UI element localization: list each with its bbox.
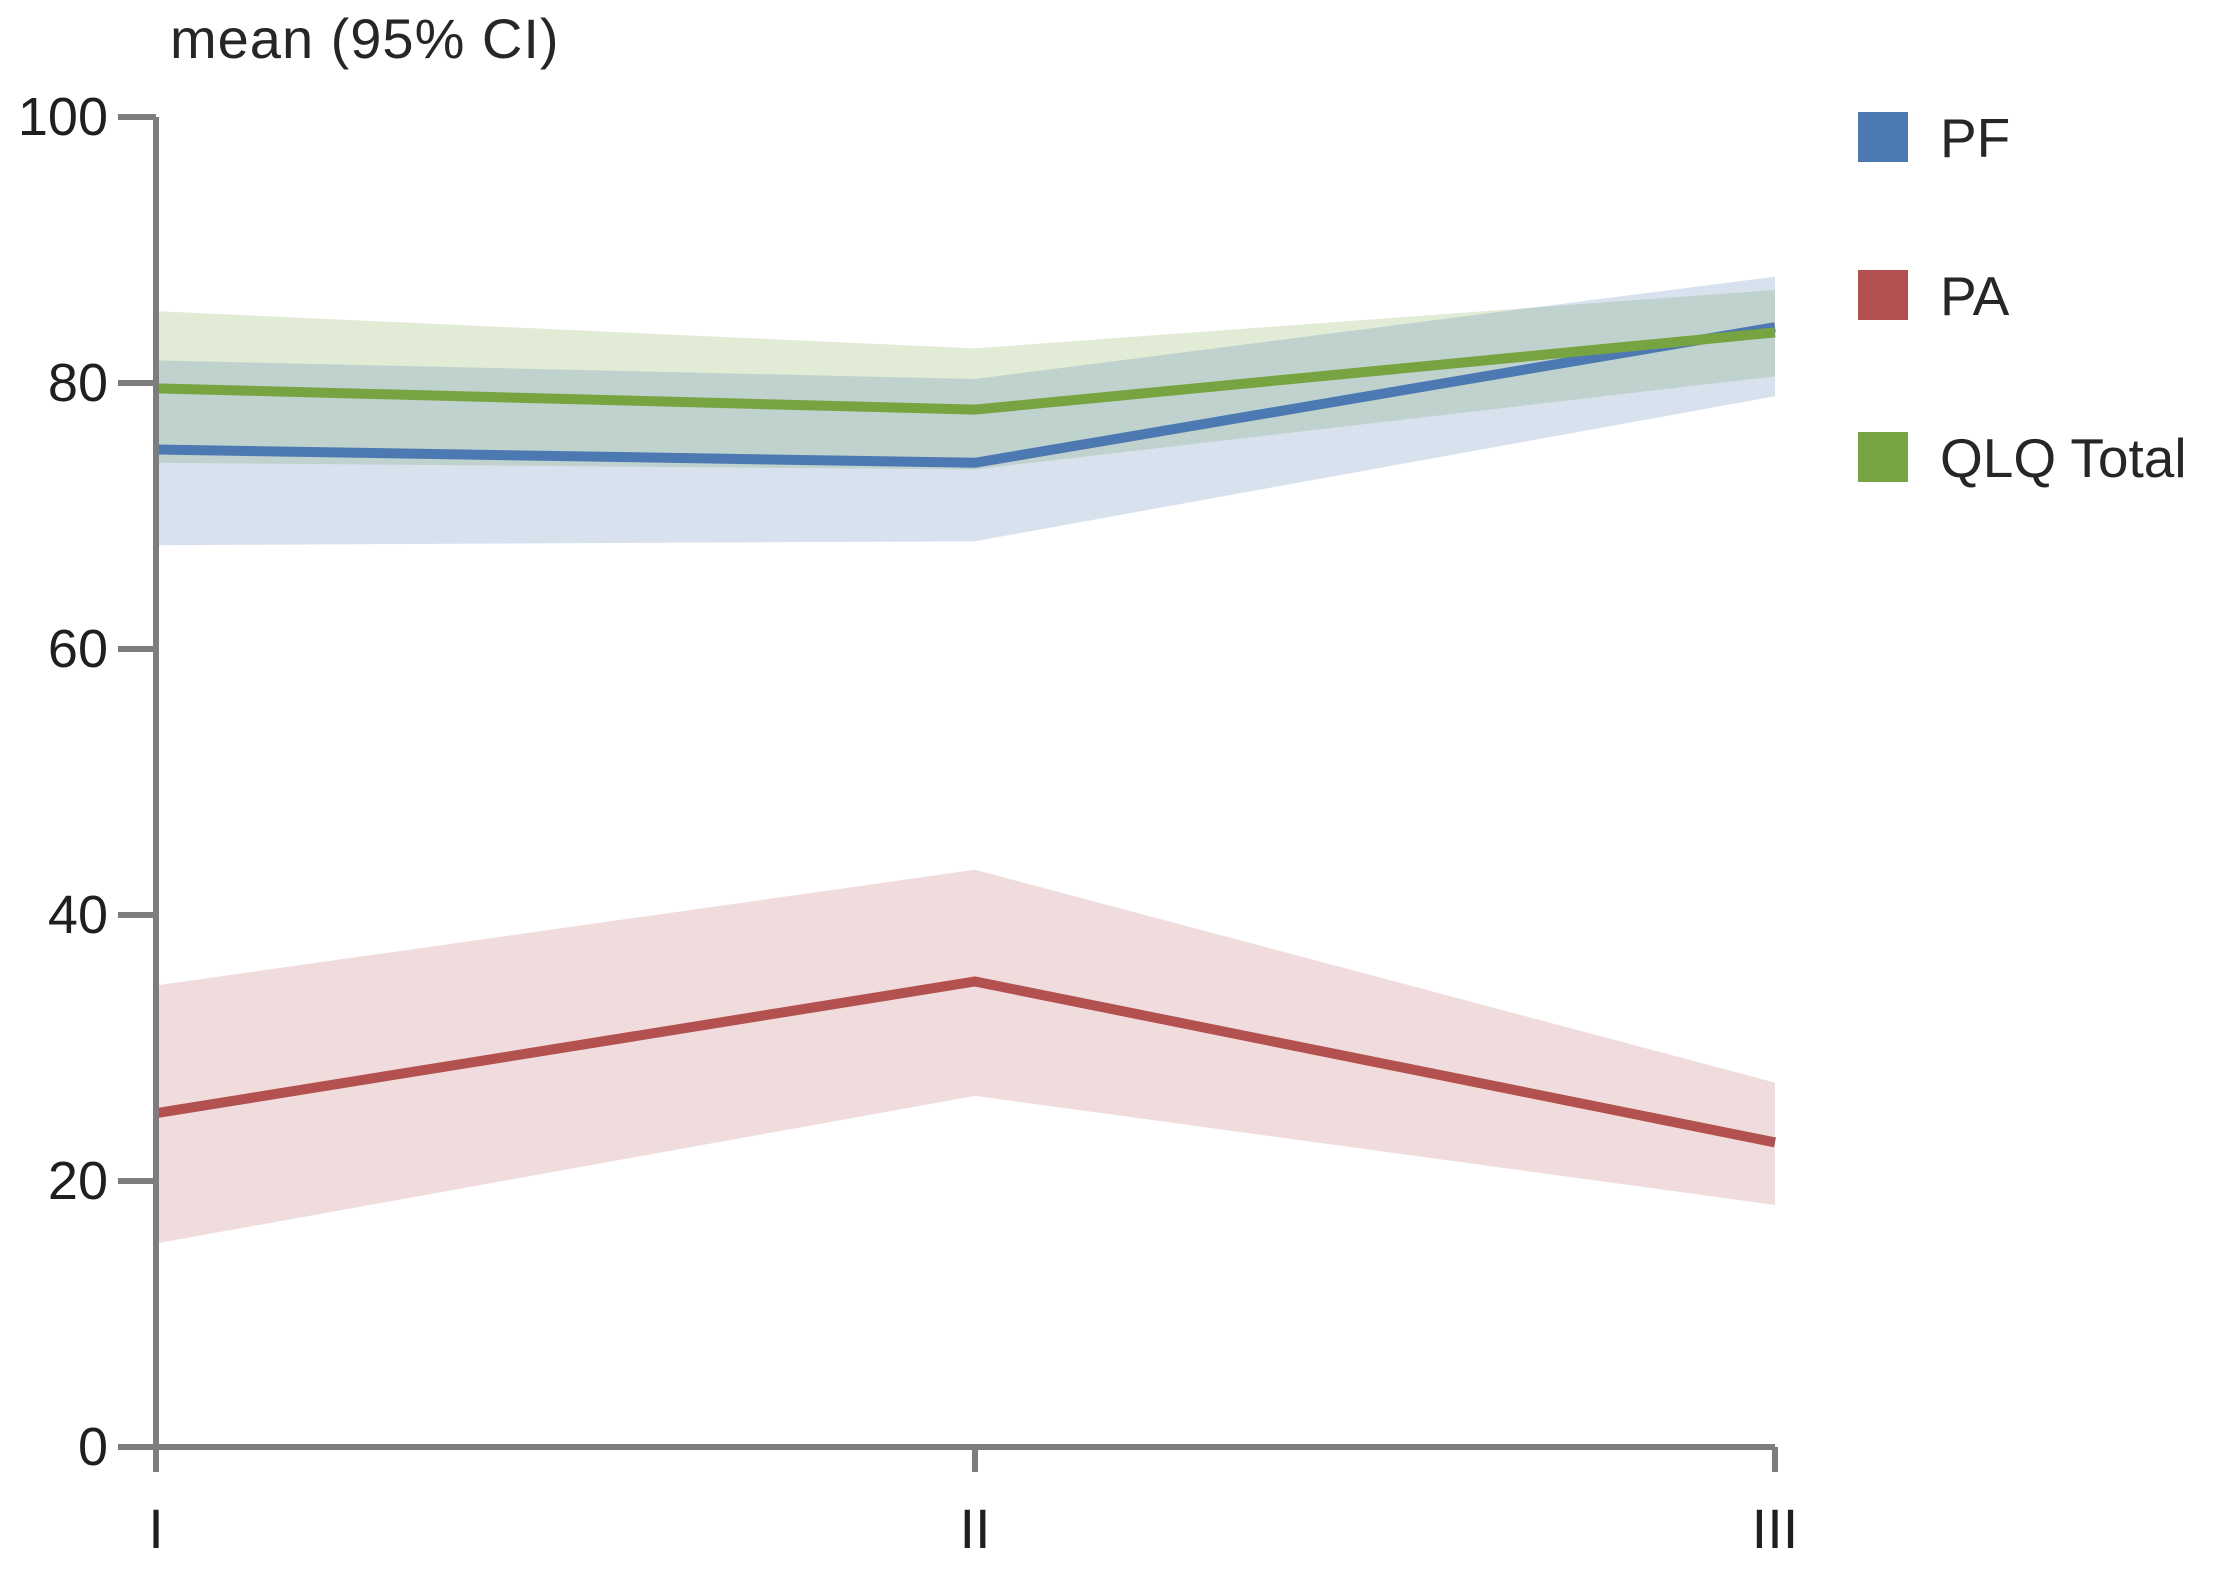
ci-band-qlq-total	[156, 289, 1775, 470]
y-tick-label-0: 0	[77, 1417, 108, 1477]
legend-swatch-qlq-total	[1858, 432, 1908, 482]
mean-line-pf	[155, 322, 1776, 468]
mean-line-qlq-total	[155, 327, 1776, 415]
y-tick-label-60: 60	[47, 619, 108, 679]
legend-label-pf: PF	[1940, 107, 2011, 169]
x-tick-label-iii: III	[1751, 1497, 1799, 1560]
legend-label-pa: PA	[1940, 265, 2010, 327]
y-tick-label-20: 20	[47, 1151, 108, 1211]
mean-line-pa	[155, 976, 1776, 1148]
y-tick-label-40: 40	[47, 885, 108, 945]
legend-swatch-pf	[1858, 112, 1908, 162]
x-tick-label-i: I	[148, 1497, 164, 1560]
y-tick-label-100: 100	[17, 87, 108, 147]
chart-title: mean (95% CI)	[170, 7, 560, 70]
ci-band-pa	[156, 869, 1775, 1244]
legend-swatch-pa	[1858, 270, 1908, 320]
x-tick-label-ii: II	[959, 1497, 991, 1560]
y-tick-label-80: 80	[47, 353, 108, 413]
legend-label-qlq-total: QLQ Total	[1940, 427, 2187, 489]
